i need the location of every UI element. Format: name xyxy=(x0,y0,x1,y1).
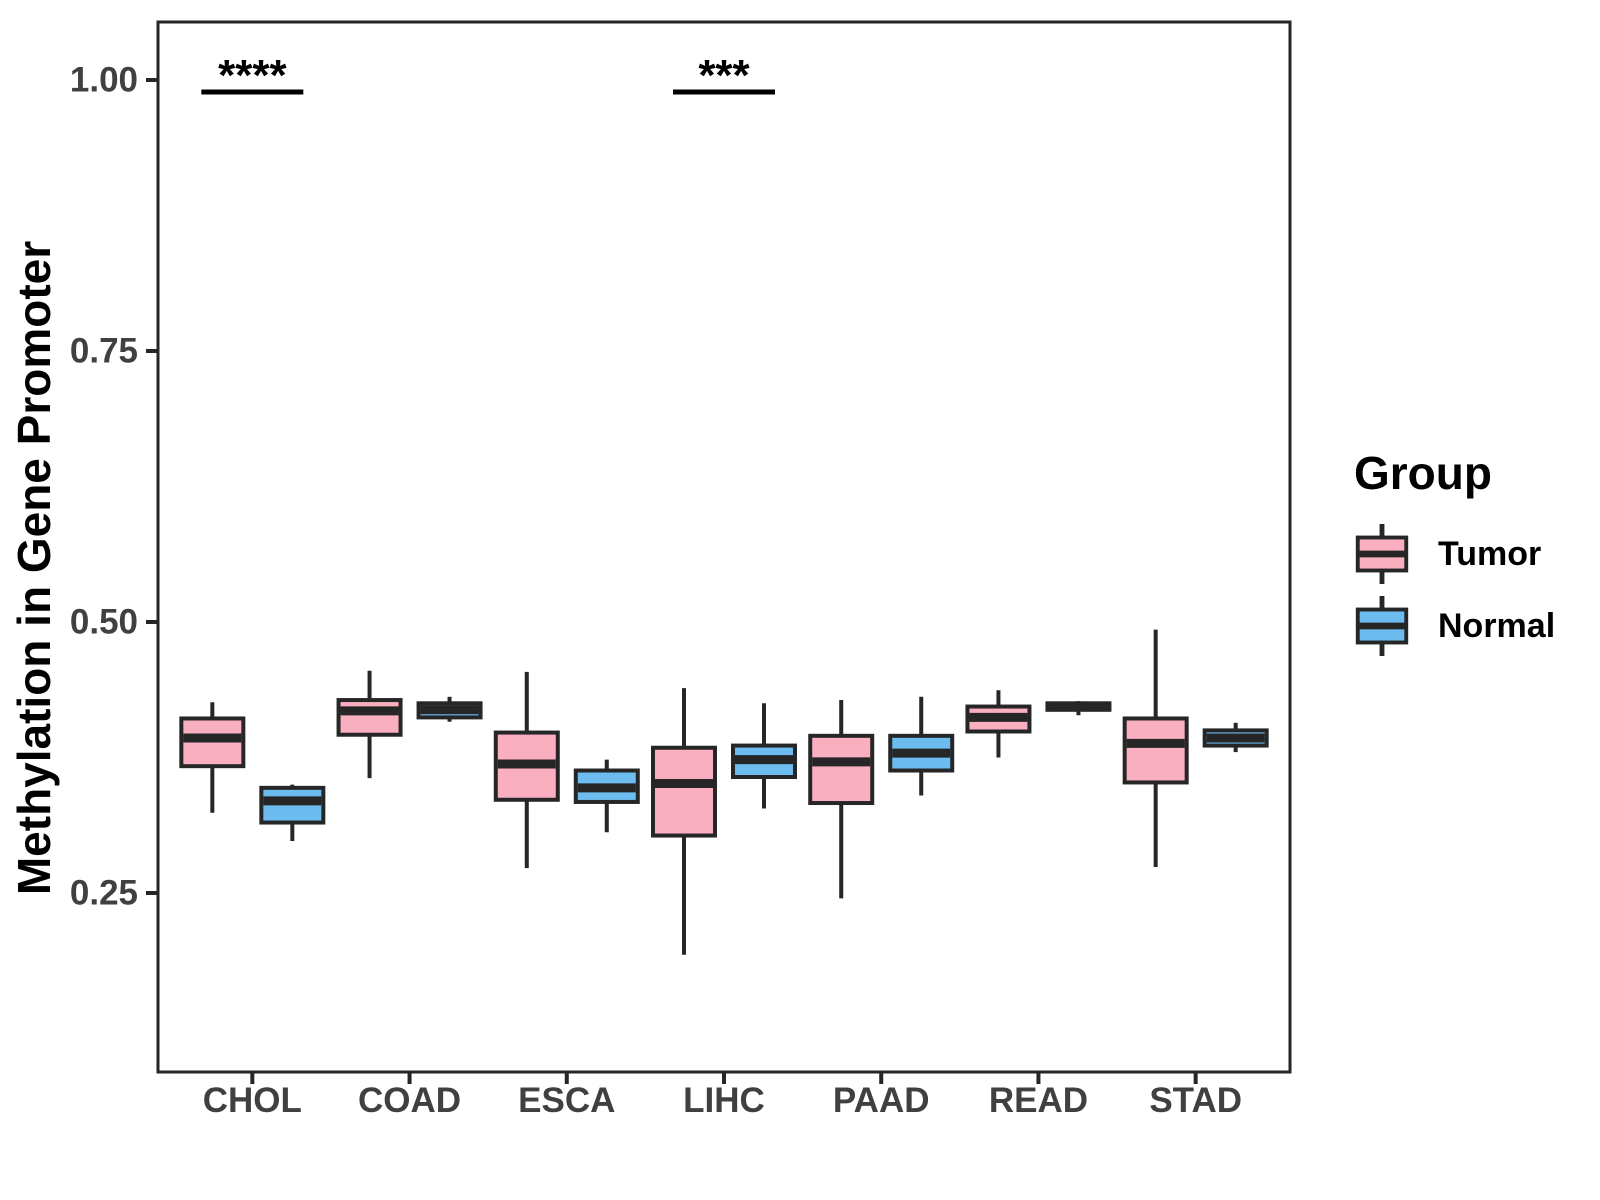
box-CHOL-tumor xyxy=(179,702,246,813)
iqr-box xyxy=(336,698,403,737)
significance-stars: **** xyxy=(218,51,287,100)
box-READ-tumor xyxy=(965,690,1032,758)
y-tick-label: 1.00 xyxy=(70,61,138,100)
boxplot-key-icon xyxy=(1355,595,1409,657)
box-ESCA-normal xyxy=(573,759,640,833)
legend-entry-tumor: Tumor xyxy=(1354,522,1555,586)
box-LIHC-normal xyxy=(731,703,797,809)
box-STAD-normal xyxy=(1202,722,1269,753)
x-axis: CHOL COAD ESCA LIHC PAAD READ STAD xyxy=(203,1072,1242,1120)
iqr-box xyxy=(1122,716,1189,785)
x-tick-label: LIHC xyxy=(683,1081,765,1120)
legend-title: Group xyxy=(1354,447,1492,499)
y-axis: 1.00 0.75 0.50 0.25 xyxy=(70,61,158,913)
x-tick-label: STAD xyxy=(1149,1081,1242,1120)
y-tick-label: 0.25 xyxy=(70,874,138,913)
y-axis-title: Methylation in Gene Promoter xyxy=(8,240,60,896)
box-PAAD-tumor xyxy=(808,700,875,899)
x-tick-label: CHOL xyxy=(203,1081,302,1120)
box-STAD-tumor xyxy=(1122,629,1189,867)
x-tick-label: COAD xyxy=(358,1081,461,1120)
box-READ-normal xyxy=(1045,701,1112,716)
legend-entry-normal: Normal xyxy=(1354,594,1555,658)
iqr-box xyxy=(808,733,875,806)
box-CHOL-normal xyxy=(259,784,326,841)
x-tick-label: ESCA xyxy=(518,1081,615,1120)
legend-label-tumor: Tumor xyxy=(1438,534,1542,573)
x-tick-label: PAAD xyxy=(833,1081,930,1120)
y-tick-label: 0.50 xyxy=(70,603,138,642)
box-LIHC-tumor xyxy=(651,688,717,955)
boxplot-series-tumor xyxy=(179,629,1189,955)
legend: Group Tumor Normal xyxy=(1354,446,1555,666)
iqr-box xyxy=(651,745,717,838)
legend-label-normal: Normal xyxy=(1438,606,1556,645)
boxplot-series-normal xyxy=(259,696,1269,841)
plot-panel-border xyxy=(156,20,1292,1074)
box-COAD-normal xyxy=(416,696,483,722)
boxplot-key-icon xyxy=(1355,523,1409,585)
y-tick-label: 0.75 xyxy=(70,332,138,371)
box-COAD-tumor xyxy=(336,670,403,779)
box-PAAD-normal xyxy=(888,696,955,796)
box-ESCA-tumor xyxy=(493,671,560,869)
significance-stars: *** xyxy=(698,51,750,100)
x-tick-label: READ xyxy=(989,1081,1088,1120)
significance-annotations: **** *** xyxy=(201,51,775,100)
